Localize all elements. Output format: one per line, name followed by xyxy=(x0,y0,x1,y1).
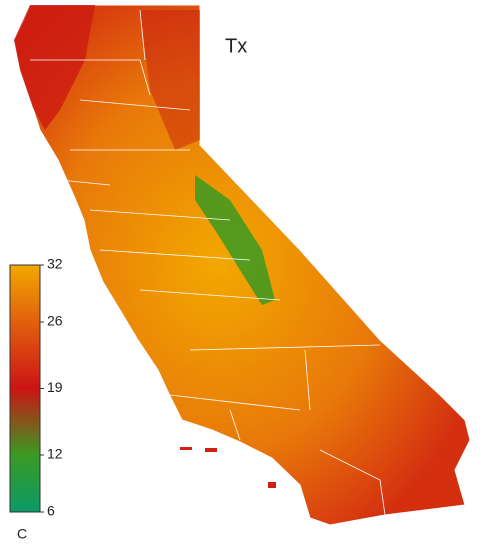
high-desert xyxy=(140,10,200,150)
colorbar-tick-label: 19 xyxy=(47,379,63,395)
county-lines xyxy=(30,9,386,516)
colorbar-unit: C xyxy=(17,526,27,542)
colorbar-tick-label: 26 xyxy=(47,313,63,329)
colorbar-tick-label: 32 xyxy=(47,256,63,272)
mountain-range xyxy=(14,5,95,130)
colorbar-tick-label: 12 xyxy=(47,446,63,462)
state-map xyxy=(13,4,471,526)
colorbar-ticks: 32 26 19 12 6 xyxy=(40,256,63,519)
map-title: Tx xyxy=(225,35,247,57)
sierra-nevada xyxy=(195,175,275,305)
colorbar xyxy=(9,264,41,513)
colorbar-tick-label: 6 xyxy=(47,503,55,519)
